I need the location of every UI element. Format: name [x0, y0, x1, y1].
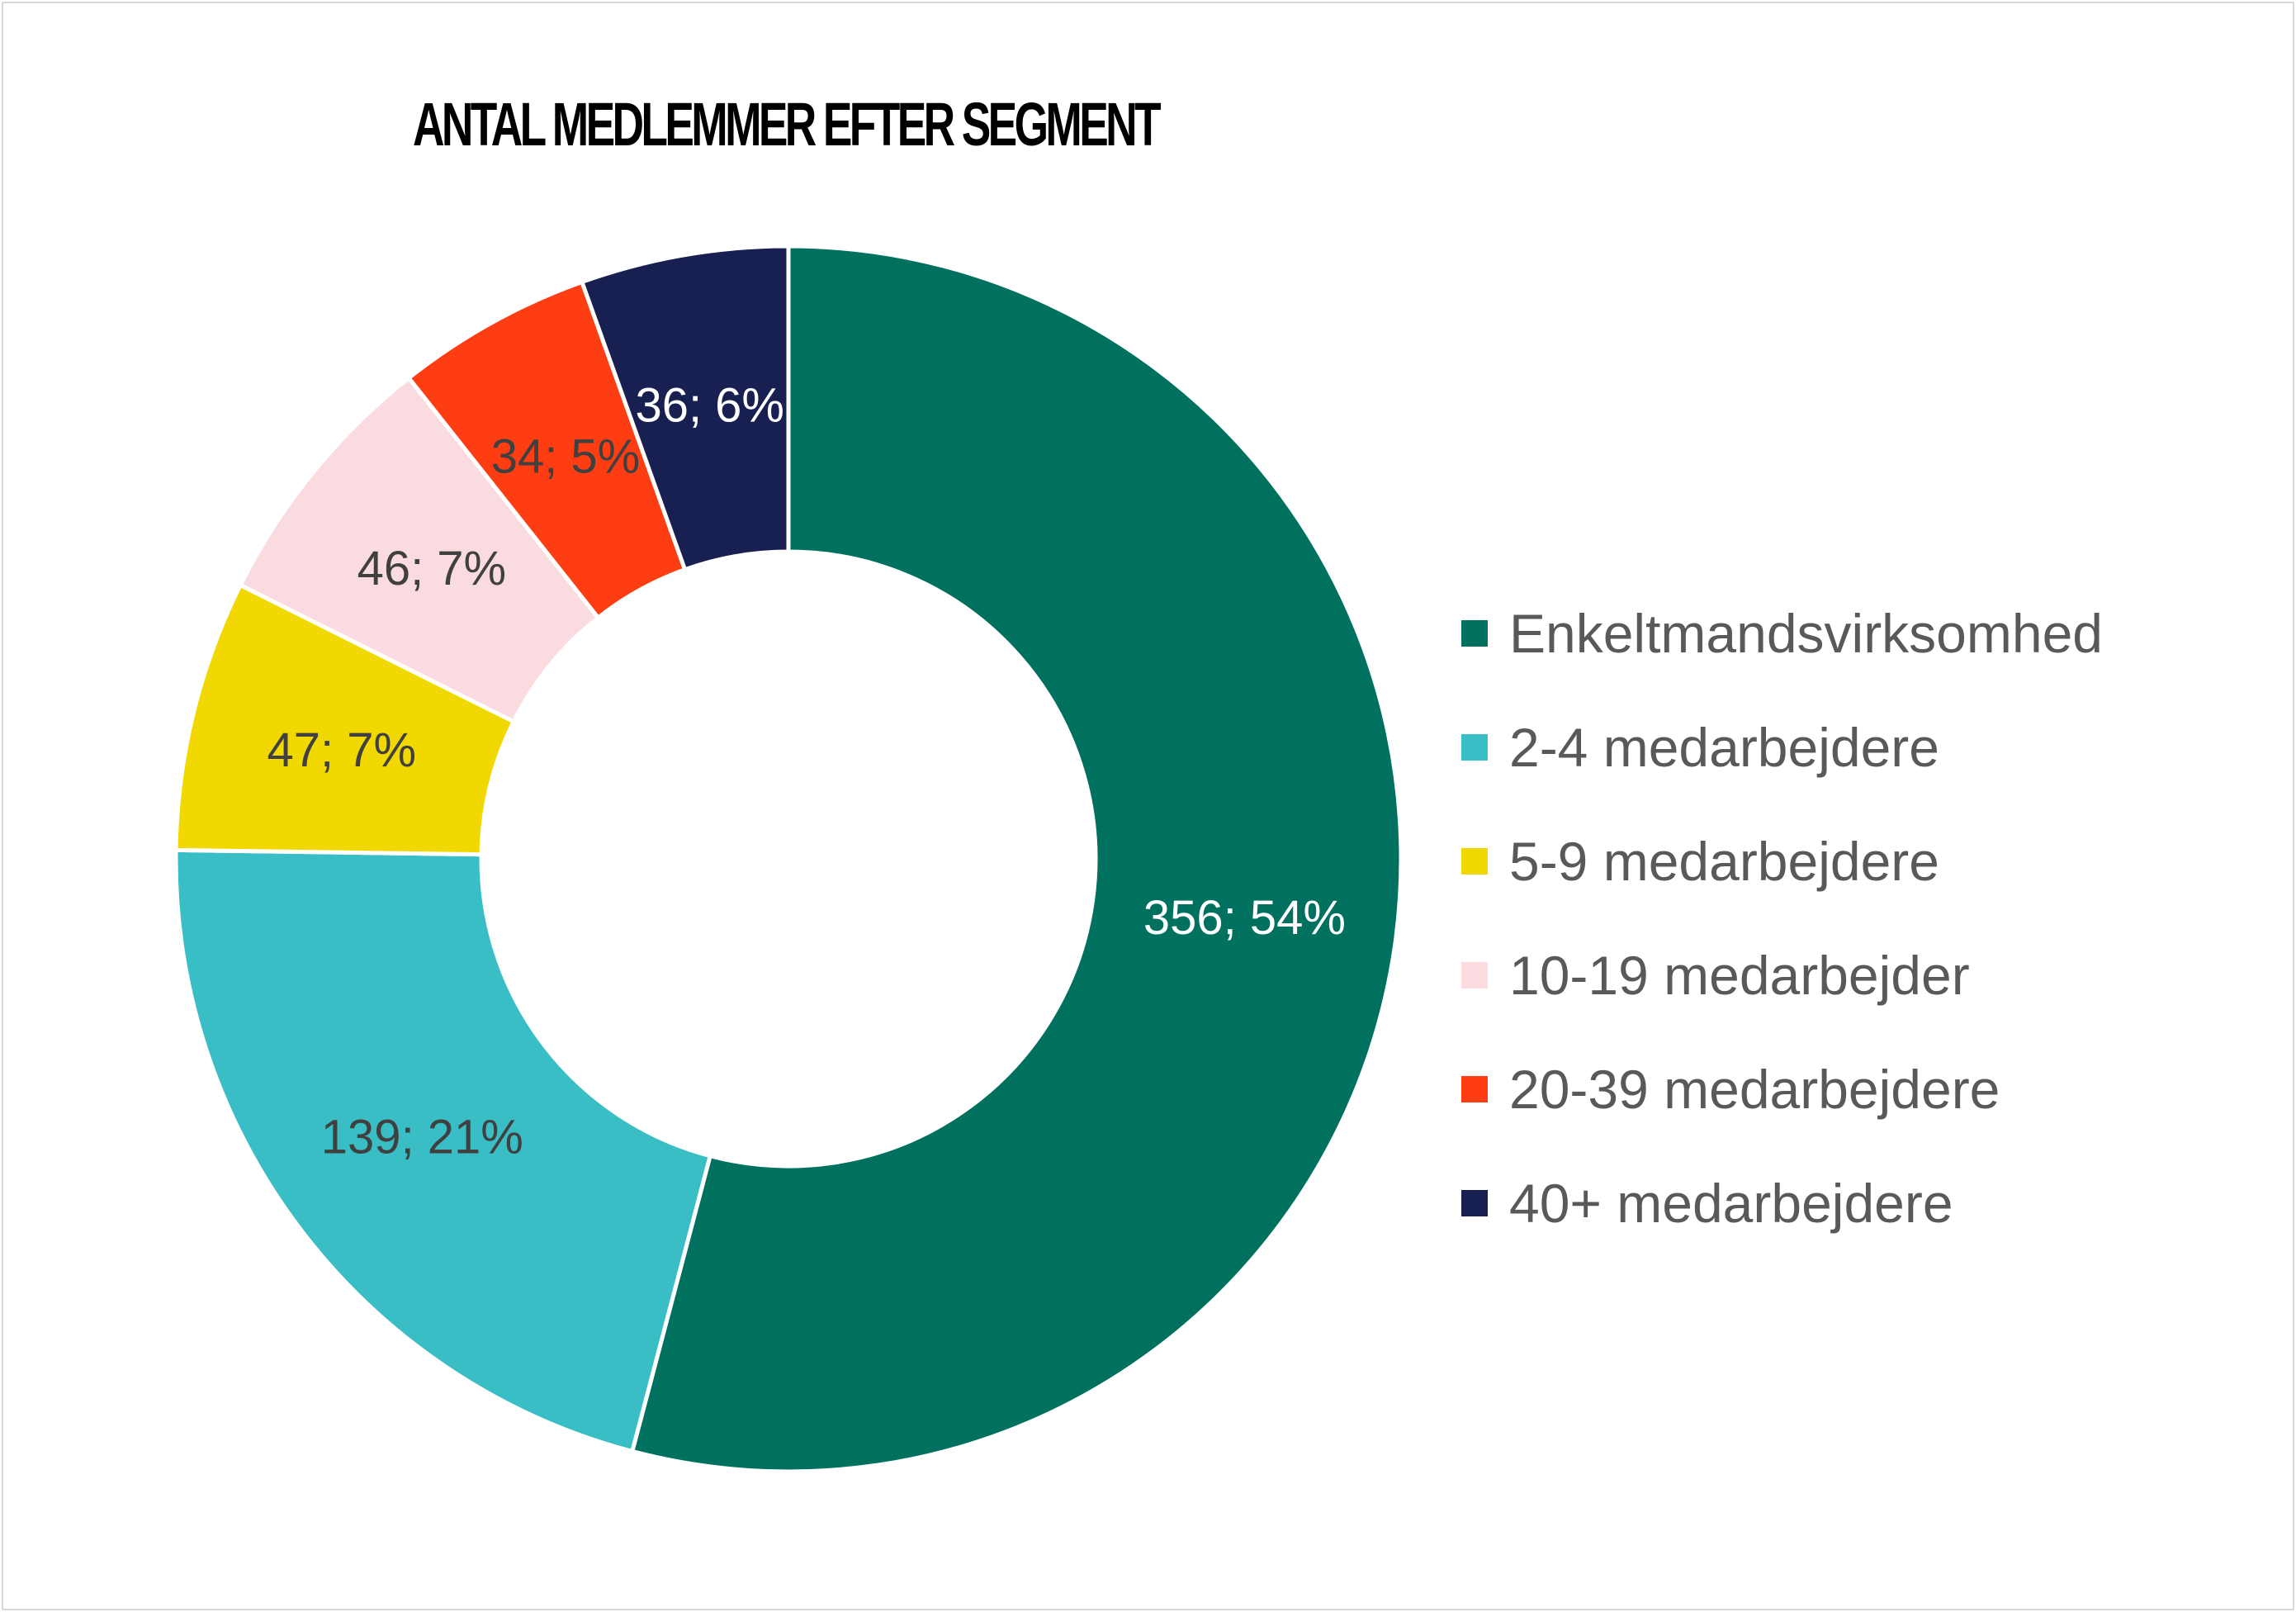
- data-label-2: 139; 21%: [321, 1110, 523, 1164]
- legend-item-3: 5-9 medarbejdere: [1461, 804, 2103, 918]
- legend-label: 40+ medarbejdere: [1509, 1173, 1953, 1234]
- data-label-3: 47; 7%: [267, 723, 417, 777]
- legend-label: Enkeltmandsvirksomhed: [1509, 603, 2103, 664]
- legend-swatch: [1461, 734, 1488, 761]
- data-label-5: 34; 5%: [491, 429, 641, 483]
- legend-item-2: 2-4 medarbejdere: [1461, 690, 2103, 804]
- data-label-4: 46; 7%: [357, 542, 507, 595]
- legend-label: 2-4 medarbejdere: [1509, 717, 1939, 778]
- legend-label: 10-19 medarbejder: [1509, 945, 1970, 1006]
- chart-legend: Enkeltmandsvirksomhed 2-4 medarbejdere 5-9…: [1461, 576, 2103, 1260]
- legend-label: 20-39 medarbejdere: [1509, 1059, 2000, 1120]
- legend-swatch: [1461, 620, 1488, 647]
- slice-2: [173, 847, 713, 1454]
- legend-swatch: [1461, 962, 1488, 989]
- legend-swatch: [1461, 1076, 1488, 1102]
- legend-label: 5-9 medarbejdere: [1509, 831, 1939, 892]
- slice-1: [629, 244, 1404, 1474]
- legend-item-4: 10-19 medarbejder: [1461, 918, 2103, 1032]
- legend-item-1: Enkeltmandsvirksomhed: [1461, 576, 2103, 690]
- data-label-6: 36; 6%: [635, 379, 784, 433]
- legend-swatch: [1461, 1190, 1488, 1216]
- chart-title: ANTAL MEDLEMMER EFTER SEGMENT: [413, 90, 1162, 159]
- legend-swatch: [1461, 848, 1488, 875]
- data-label-1: 356; 54%: [1143, 891, 1346, 945]
- slice-6: [579, 244, 791, 572]
- legend-item-6: 40+ medarbejdere: [1461, 1146, 2103, 1260]
- legend-item-5: 20-39 medarbejdere: [1461, 1032, 2103, 1146]
